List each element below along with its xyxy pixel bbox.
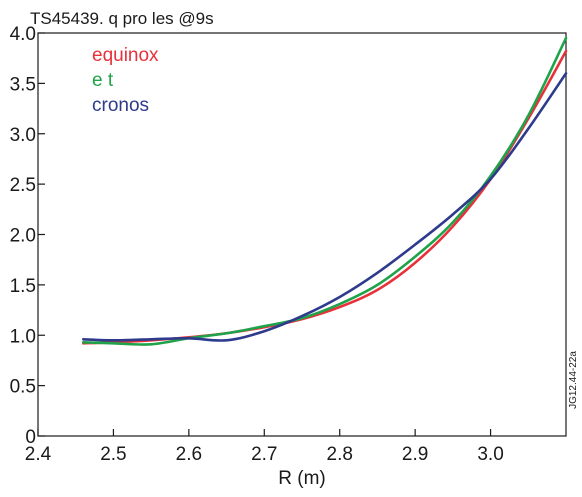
y-tick-label: 1.5	[10, 276, 36, 297]
series-line-cronos	[81, 72, 568, 342]
series-line-e-t	[81, 36, 568, 346]
y-tick-label: 2.5	[10, 175, 36, 196]
x-tick-label: 2.6	[176, 444, 202, 465]
series-line-equinox	[81, 49, 568, 345]
y-tick-label: 4.0	[10, 24, 36, 45]
legend-entry-equinox: equinox	[92, 45, 159, 66]
figure-id-label: JG12.44-22a	[568, 351, 579, 409]
y-tick-label: 0.5	[10, 377, 36, 398]
x-tick-label: 2.4	[25, 444, 52, 465]
y-axis: 0 0.5 1.0 1.5 2.0 2.5 3.0 3.5 4.0	[10, 24, 45, 448]
x-tick-label: 2.5	[100, 444, 126, 465]
legend: equinox e t cronos	[92, 45, 159, 116]
x-axis: 2.4 2.5 2.6 2.7 2.8 2.9 3.0	[25, 429, 504, 465]
x-tick-label: 2.8	[327, 444, 353, 465]
legend-entry-e-t: e t	[92, 70, 114, 91]
x-tick-label: 2.9	[402, 444, 428, 465]
x-tick-label: 3.0	[477, 444, 503, 465]
y-tick-label: 3.0	[10, 125, 36, 146]
plot-frame	[37, 32, 567, 437]
chart-title: TS45439. q pro les @9s	[30, 9, 214, 28]
y-tick-label: 0	[25, 427, 36, 448]
x-axis-title: R (m)	[278, 468, 325, 489]
y-tick-label: 3.5	[10, 74, 36, 95]
series-lines	[81, 36, 568, 346]
legend-entry-cronos: cronos	[92, 95, 149, 116]
y-tick-label: 2.0	[10, 226, 36, 247]
x-tick-label: 2.7	[251, 444, 277, 465]
y-tick-label: 1.0	[10, 326, 36, 347]
